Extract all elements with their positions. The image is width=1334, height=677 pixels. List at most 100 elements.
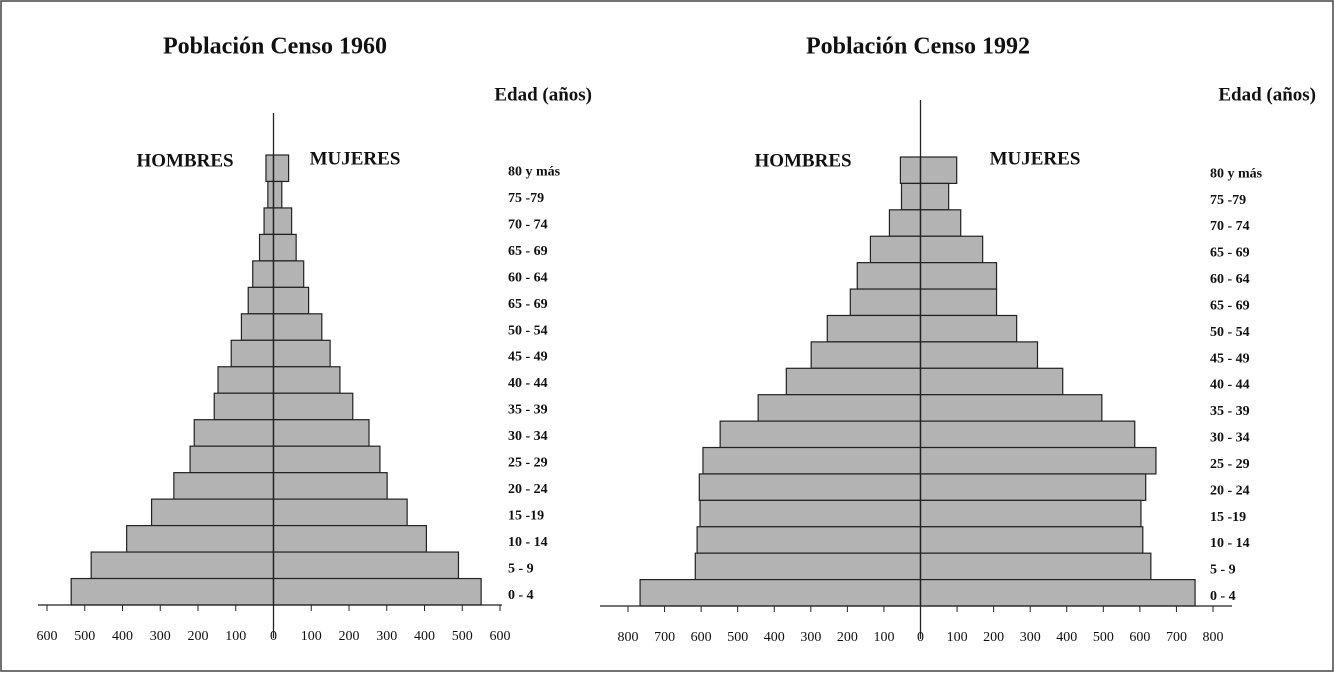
axis-label: Edad (años): [1218, 84, 1316, 105]
bar: [272, 498, 408, 527]
category-label: 60 - 64: [1210, 272, 1250, 287]
bar: [810, 341, 922, 369]
category-label: 65 - 69: [1210, 246, 1250, 261]
category-label: 0 - 4: [508, 588, 534, 603]
bar: [90, 551, 275, 580]
category-label: 15 -19: [508, 509, 544, 524]
bar: [240, 313, 275, 341]
bar: [272, 180, 283, 209]
bar: [785, 367, 922, 396]
bar: [719, 420, 922, 449]
bar: [263, 207, 275, 236]
chart-title: Población Censo 1992: [806, 34, 1030, 60]
category-label: 0 - 4: [1210, 589, 1236, 604]
category-label: 35 - 39: [508, 403, 548, 418]
bar: [856, 262, 922, 290]
bar: [70, 577, 275, 606]
bar: [919, 262, 998, 290]
x-tick-label: 800: [618, 630, 639, 645]
x-tick-label: 100: [225, 629, 246, 644]
bar: [900, 182, 922, 211]
x-tick-label: 300: [1020, 630, 1041, 645]
series-label: MUJERES: [310, 148, 401, 169]
category-label: 45 - 49: [508, 350, 548, 365]
bar: [272, 551, 460, 580]
category-label: 40 - 44: [508, 376, 548, 391]
category-label: 10 - 14: [508, 535, 548, 550]
bar: [849, 288, 922, 317]
x-tick-label: 100: [873, 630, 894, 645]
x-tick-label: 100: [947, 630, 968, 645]
category-label: 30 - 34: [1210, 431, 1250, 446]
bar: [272, 366, 341, 394]
x-tick-label: 300: [150, 629, 171, 644]
bar: [702, 446, 922, 475]
bar: [247, 286, 275, 315]
bar: [919, 420, 1136, 449]
bar: [919, 367, 1064, 396]
series-label: HOMBRES: [136, 150, 233, 171]
category-label: 15 -19: [1210, 510, 1246, 525]
category-label: 25 - 29: [1210, 457, 1250, 472]
category-label: 25 - 29: [508, 456, 548, 471]
x-tick-label: 600: [490, 629, 511, 644]
bar: [265, 154, 275, 183]
bar: [252, 260, 275, 288]
bar: [919, 526, 1144, 554]
category-label: 10 - 14: [1210, 536, 1250, 551]
bar: [150, 498, 275, 527]
bar: [639, 578, 922, 607]
bar: [272, 207, 293, 236]
x-tick-label: 700: [1166, 630, 1187, 645]
bar: [757, 394, 922, 422]
bar: [272, 524, 427, 553]
bar: [694, 552, 922, 581]
bar: [272, 154, 290, 183]
x-tick-label: 600: [1129, 630, 1150, 645]
bar: [919, 446, 1157, 475]
category-label: 65 - 69: [1210, 298, 1250, 313]
bar: [272, 286, 310, 315]
category-label: 20 - 24: [508, 482, 548, 497]
bar: [919, 182, 950, 211]
bar: [272, 339, 331, 368]
x-tick-label: 400: [414, 629, 435, 644]
bar: [698, 473, 922, 501]
x-tick-label: 500: [452, 629, 473, 644]
bar: [899, 156, 922, 185]
bar: [919, 209, 962, 237]
bar: [696, 526, 922, 554]
x-tick-label: 400: [764, 630, 785, 645]
bar: [189, 445, 275, 474]
category-label: 70 - 74: [508, 217, 548, 232]
bar: [869, 235, 922, 264]
bar: [919, 341, 1039, 369]
bar: [919, 578, 1196, 607]
category-label: 45 - 49: [1210, 351, 1250, 366]
x-tick-label: 300: [376, 629, 397, 644]
category-label: 5 - 9: [1210, 563, 1236, 578]
chart-title: Población Censo 1960: [163, 34, 387, 60]
bar: [272, 233, 297, 262]
bar: [919, 314, 1018, 343]
bar: [919, 552, 1152, 581]
category-label: 65 - 69: [508, 297, 548, 312]
category-label: 60 - 64: [508, 270, 548, 285]
x-tick-label: 0: [917, 630, 924, 645]
series-label: MUJERES: [990, 148, 1081, 169]
category-label: 50 - 54: [1210, 325, 1250, 340]
bar: [919, 473, 1147, 501]
bar: [230, 339, 275, 368]
bar: [272, 313, 323, 341]
series-label: HOMBRES: [754, 150, 851, 171]
bar: [272, 419, 370, 447]
bar: [919, 156, 958, 185]
bar: [699, 499, 922, 528]
x-tick-label: 400: [1056, 630, 1077, 645]
x-tick-label: 200: [837, 630, 858, 645]
bar: [919, 394, 1103, 422]
category-label: 75 -79: [508, 191, 544, 206]
x-tick-label: 500: [1093, 630, 1114, 645]
x-tick-label: 300: [800, 630, 821, 645]
